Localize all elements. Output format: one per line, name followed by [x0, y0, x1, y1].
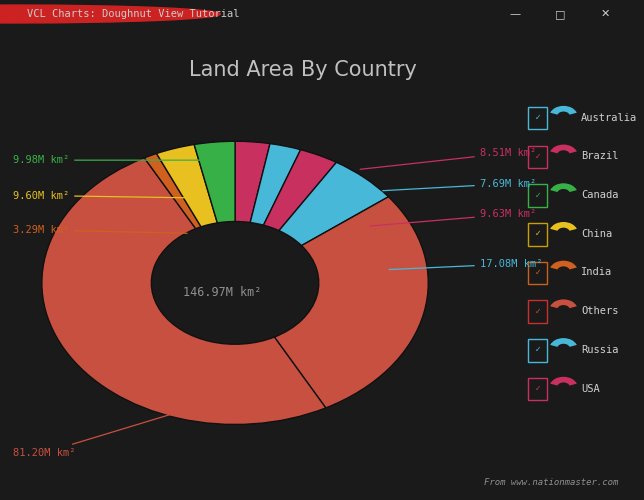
Text: India: India [581, 268, 612, 278]
Wedge shape [235, 142, 270, 222]
FancyBboxPatch shape [528, 184, 547, 207]
Text: 3.29M km²: 3.29M km² [13, 225, 187, 235]
Text: ✕: ✕ [601, 9, 610, 19]
Wedge shape [550, 106, 577, 114]
Text: Brazil: Brazil [581, 152, 618, 162]
Text: 9.60M km²: 9.60M km² [13, 190, 194, 200]
Wedge shape [550, 144, 577, 154]
FancyBboxPatch shape [528, 107, 547, 130]
Text: Land Area By Country: Land Area By Country [189, 60, 417, 80]
FancyBboxPatch shape [528, 378, 547, 400]
Text: 9.63M km²: 9.63M km² [370, 210, 536, 226]
Text: 17.08M km²: 17.08M km² [389, 259, 542, 270]
Text: 81.20M km²: 81.20M km² [13, 406, 197, 458]
FancyBboxPatch shape [528, 262, 547, 284]
Text: 9.98M km²: 9.98M km² [13, 155, 200, 165]
Wedge shape [550, 338, 577, 347]
Text: 7.69M km²: 7.69M km² [383, 179, 536, 190]
Wedge shape [550, 300, 577, 308]
Wedge shape [42, 158, 326, 424]
Wedge shape [550, 377, 577, 386]
Text: From www.nationmaster.com: From www.nationmaster.com [484, 478, 618, 486]
Text: 8.51M km²: 8.51M km² [360, 148, 536, 170]
Text: China: China [581, 229, 612, 239]
Wedge shape [550, 222, 577, 231]
Text: VCL Charts: Doughnut View Tutorial: VCL Charts: Doughnut View Tutorial [27, 9, 240, 19]
Wedge shape [274, 197, 428, 408]
Circle shape [0, 5, 220, 23]
Text: ✓: ✓ [535, 268, 541, 277]
Text: ✓: ✓ [535, 113, 541, 122]
Wedge shape [279, 162, 388, 246]
FancyBboxPatch shape [528, 146, 547, 168]
Text: Australia: Australia [581, 112, 637, 122]
FancyBboxPatch shape [528, 223, 547, 246]
Text: USA: USA [581, 384, 600, 394]
Wedge shape [251, 144, 301, 225]
Text: ✓: ✓ [535, 346, 541, 354]
FancyBboxPatch shape [528, 339, 547, 361]
Wedge shape [156, 144, 217, 227]
Text: 146.97M km²: 146.97M km² [183, 286, 261, 299]
Text: □: □ [555, 9, 565, 19]
FancyBboxPatch shape [528, 300, 547, 323]
Wedge shape [194, 142, 235, 223]
Wedge shape [144, 154, 201, 228]
Text: Others: Others [581, 306, 618, 316]
Text: ✓: ✓ [535, 152, 541, 161]
Wedge shape [550, 260, 577, 270]
Text: ✓: ✓ [535, 190, 541, 200]
Text: ✓: ✓ [535, 230, 541, 238]
Wedge shape [263, 150, 336, 230]
Text: Russia: Russia [581, 345, 618, 355]
Text: Canada: Canada [581, 190, 618, 200]
Text: ✓: ✓ [535, 384, 541, 393]
Wedge shape [550, 184, 577, 192]
Text: —: — [509, 9, 521, 19]
Text: ✓: ✓ [535, 306, 541, 316]
